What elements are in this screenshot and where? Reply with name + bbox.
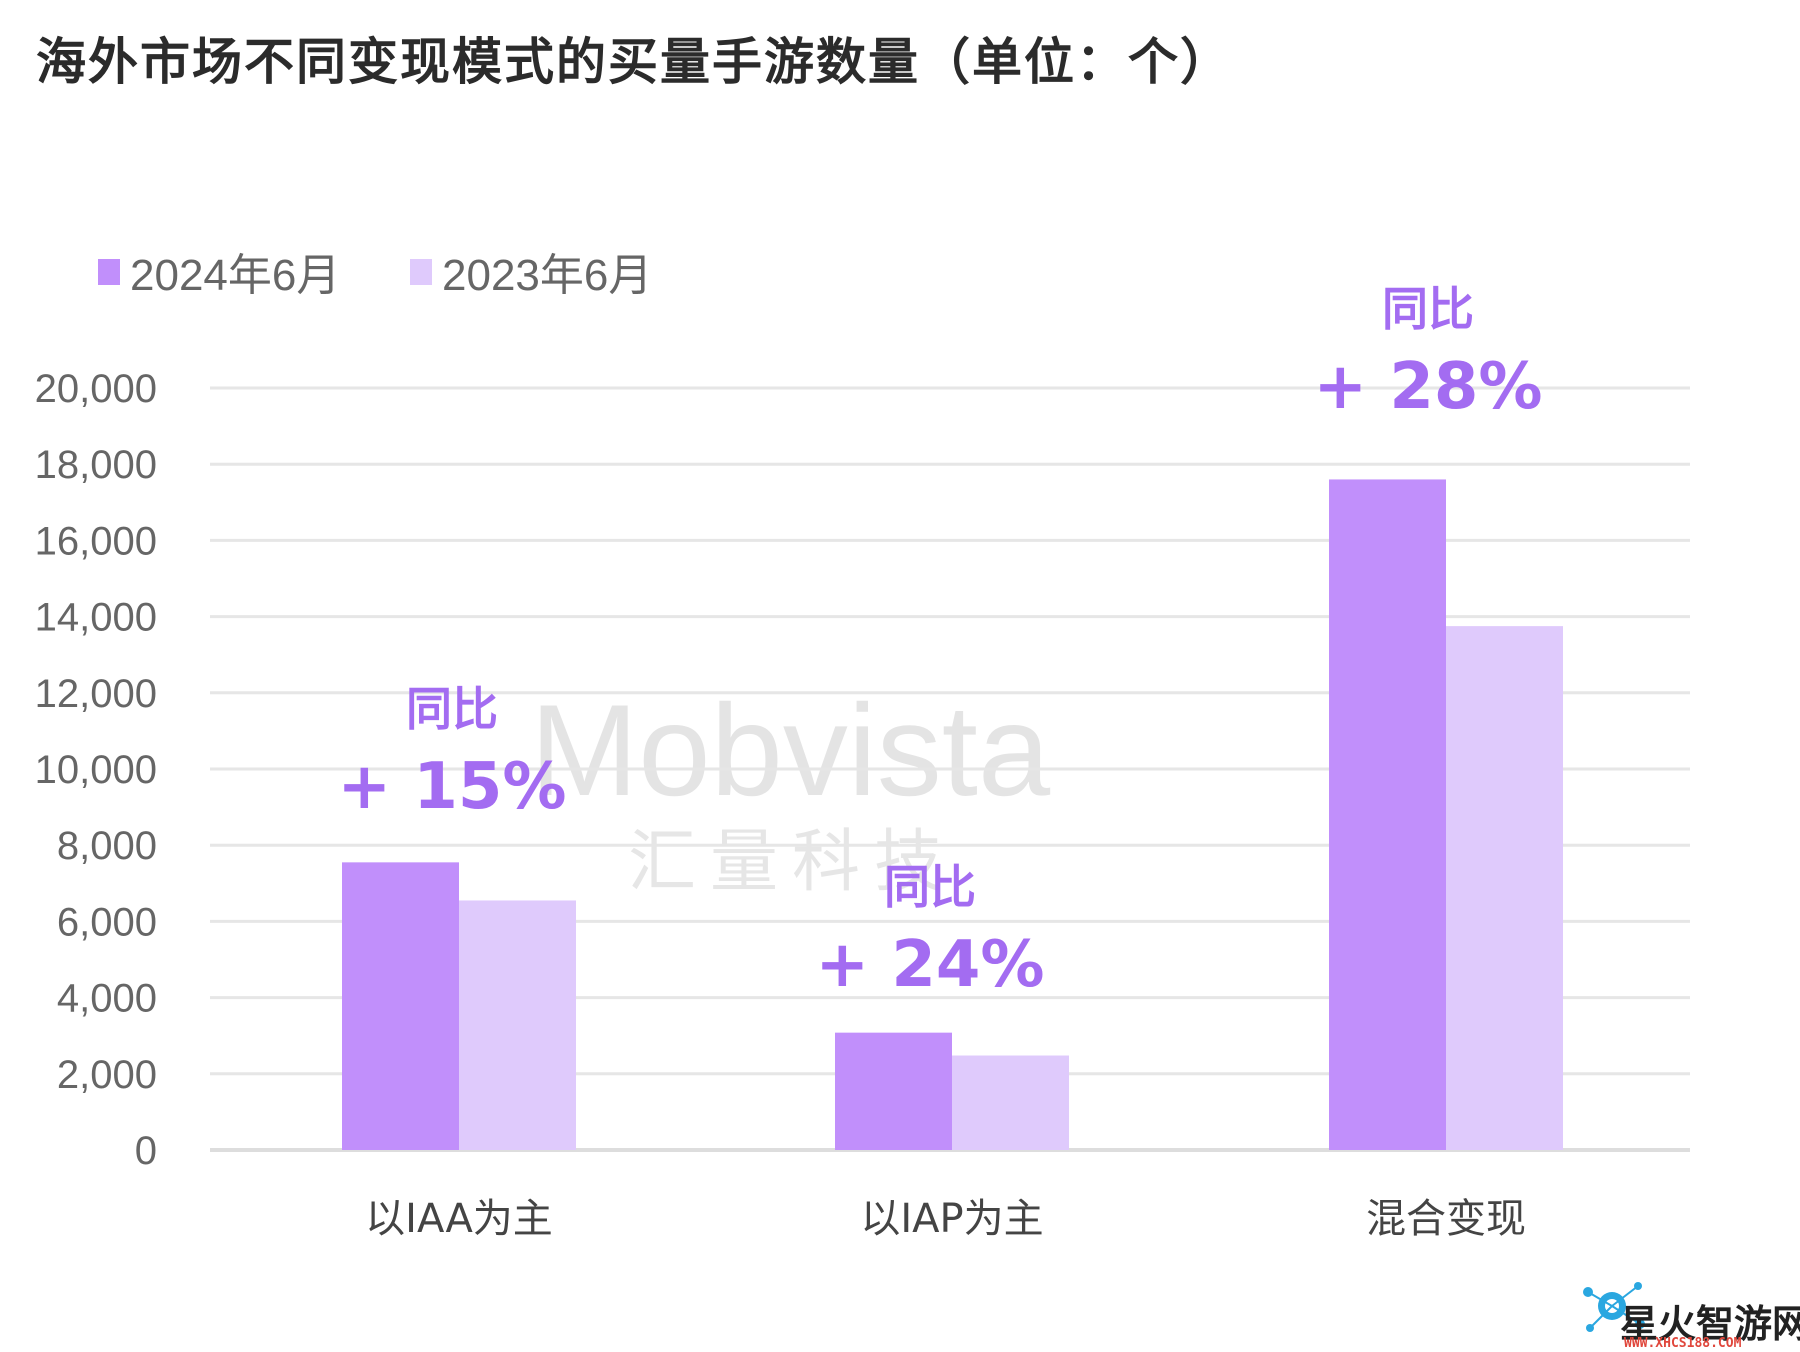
y-tick-label: 0 (135, 1129, 157, 1173)
watermark-brand: Mobvista (530, 677, 1051, 823)
bar (459, 900, 576, 1150)
yoy-value: + 24% (815, 928, 1044, 1002)
yoy-annotations: 同比 + 15% 同比 + 24% 同比 + 28% (337, 282, 1542, 1002)
legend-swatch (410, 259, 432, 285)
legend-label: 2023年6月 (442, 251, 652, 300)
watermark: Mobvista 汇量科技 (530, 677, 1051, 902)
y-tick-label: 12,000 (35, 672, 157, 716)
site-url: WWW.XHCS188.COM (1624, 1336, 1742, 1351)
yoy-value: + 15% (337, 750, 566, 824)
site-name: 星火智游网 (1620, 1302, 1800, 1346)
bar (1446, 626, 1563, 1150)
x-category-label: 以IAA为主 (365, 1196, 553, 1242)
bar (1329, 479, 1446, 1150)
x-category-label: 混合变现 (1366, 1196, 1526, 1242)
yoy-value: + 28% (1313, 350, 1542, 424)
yoy-label: 同比 (406, 682, 498, 736)
y-tick-label: 16,000 (35, 519, 157, 563)
x-axis-categories: 以IAA为主 以IAP为主 混合变现 (365, 1196, 1526, 1242)
legend: 2024年6月 2023年6月 (98, 251, 652, 300)
legend-swatch (98, 259, 120, 285)
y-axis-ticks: 0 2,000 4,000 6,000 8,000 10,000 12,000 14,000 1… (35, 367, 157, 1173)
y-tick-label: 18,000 (35, 443, 157, 487)
yoy-label: 同比 (884, 860, 976, 914)
y-tick-label: 2,000 (57, 1053, 157, 1097)
y-tick-label: 4,000 (57, 977, 157, 1021)
watermark-sub: 汇量科技 (628, 823, 956, 902)
y-tick-label: 10,000 (35, 748, 157, 792)
y-tick-label: 20,000 (35, 367, 157, 411)
legend-label: 2024年6月 (130, 251, 340, 300)
chart-title: 海外市场不同变现模式的买量手游数量（单位：个） (36, 33, 1232, 91)
molecule-logo-icon (1583, 1282, 1645, 1332)
y-tick-label: 6,000 (57, 900, 157, 944)
bars (342, 479, 1563, 1150)
y-tick-label: 8,000 (57, 824, 157, 868)
bar (835, 1032, 952, 1150)
y-tick-label: 14,000 (35, 596, 157, 640)
x-category-label: 以IAP为主 (860, 1196, 1043, 1242)
bar (342, 862, 459, 1150)
yoy-label: 同比 (1382, 282, 1474, 336)
bar (952, 1055, 1069, 1150)
